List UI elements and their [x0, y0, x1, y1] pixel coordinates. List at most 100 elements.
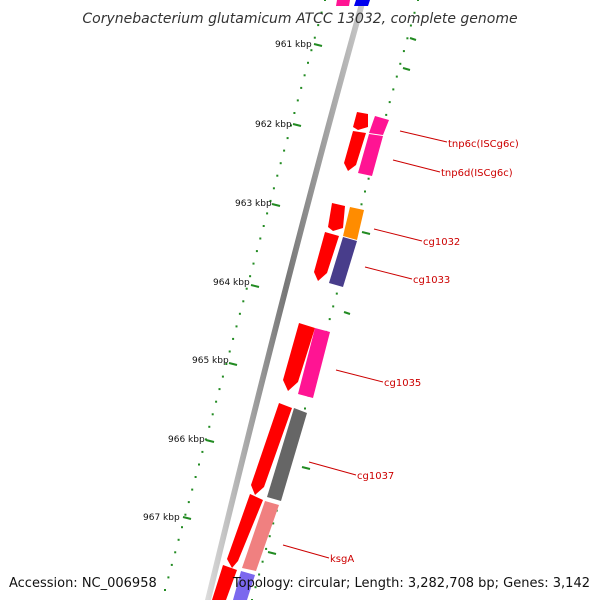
ruler-dot: [335, 292, 338, 295]
tick-mark-962: [292, 123, 302, 127]
ruler-dot: [201, 450, 204, 453]
cds-arrow[interactable]: [344, 131, 366, 171]
cds-arrow[interactable]: [353, 112, 368, 130]
feature-tnp-top[interactable]: [336, 0, 350, 6]
ruler-dot: [242, 300, 245, 303]
ruler-dot: [170, 563, 173, 566]
tick-mark-961: [313, 43, 323, 47]
ruler-dot: [406, 37, 409, 40]
ruler-dot: [328, 318, 331, 321]
feature-blue-top[interactable]: [354, 0, 370, 6]
ruler-dot: [402, 50, 405, 53]
feature-cg1035[interactable]: [298, 328, 330, 398]
ruler-dot: [208, 425, 211, 428]
tick-mark-right: [409, 37, 417, 41]
tick-mark-964: [250, 284, 260, 288]
genome-backbone: [205, 0, 366, 600]
gene-label-cg1032[interactable]: cg1032: [423, 237, 460, 248]
ruler-dot: [259, 237, 262, 240]
ruler-dot: [304, 407, 306, 410]
ruler-dot: [187, 501, 190, 504]
ruler-dot: [293, 112, 296, 114]
feature-tnp6d[interactable]: [358, 134, 383, 176]
ruler-dot: [265, 547, 268, 550]
ruler-dot: [174, 551, 177, 554]
tick-label-961: 961 kbp: [275, 40, 312, 50]
ruler-dot: [258, 573, 261, 576]
feature-violet-bottom[interactable]: [233, 571, 255, 600]
tick-mark-965: [228, 362, 238, 366]
topology-text: Topology: circular; Length: 3,282,708 bp…: [232, 576, 590, 591]
ruler-dot: [395, 75, 398, 78]
ruler-dot: [181, 526, 183, 529]
tick-label-964: 964 kbp: [213, 278, 250, 288]
cds-arrow[interactable]: [251, 403, 292, 495]
cds-arrow[interactable]: [328, 203, 345, 231]
ruler-dot: [215, 400, 218, 403]
tick-mark-963: [271, 203, 281, 207]
leader-line: [364, 266, 413, 280]
ruler-dot: [317, 24, 320, 27]
ruler-dot: [211, 413, 214, 416]
ruler-dot: [286, 137, 289, 140]
ruler-dot: [261, 560, 264, 563]
ruler-dot: [255, 250, 258, 253]
ruler-dot: [360, 203, 363, 206]
map-title: Corynebacterium glutamicum ATCC 13032, c…: [82, 11, 517, 27]
feature-ksgA[interactable]: [242, 501, 279, 571]
ruler-dot: [167, 576, 170, 579]
ruler-dot: [225, 363, 228, 365]
ruler-dot: [332, 305, 335, 308]
feature-cg1032[interactable]: [343, 207, 364, 240]
ruler-dot: [392, 88, 395, 91]
ruler-dot: [283, 149, 286, 152]
ruler-dot: [310, 49, 313, 52]
ruler-dot: [290, 124, 292, 127]
ruler-dot: [228, 350, 231, 353]
gene-label-ksgA[interactable]: ksgA: [330, 554, 354, 565]
ruler-dot: [367, 177, 370, 180]
ruler-dotted-left: [164, 0, 326, 591]
ruler-dot: [266, 212, 269, 215]
tick-label-967: 967 kbp: [143, 513, 180, 523]
feature-cg1037[interactable]: [267, 408, 307, 501]
gene-label-tnp6c[interactable]: tnp6c(ISCg6c): [448, 139, 519, 150]
ruler-dot: [303, 74, 306, 77]
tick-mark-966: [205, 439, 215, 443]
ruler-dot: [268, 535, 271, 538]
ruler-dot: [300, 86, 303, 89]
accession-text: Accession: NC_006958: [9, 576, 157, 591]
cds-arrow[interactable]: [212, 565, 237, 600]
ruler-dot: [417, 0, 419, 1]
tick-mark-967: [182, 516, 192, 520]
ruler-dot: [191, 488, 194, 491]
tick-mark-right: [361, 231, 371, 235]
ruler-dot: [313, 36, 316, 39]
gene-label-cg1035[interactable]: cg1035: [384, 378, 421, 389]
cds-arrow[interactable]: [283, 323, 315, 391]
ruler-dot: [324, 0, 326, 1]
ruler-dot: [262, 225, 265, 227]
feature-tnp6c[interactable]: [369, 116, 389, 135]
ruler-dot: [269, 199, 272, 202]
ruler-dot: [413, 11, 416, 14]
cds-arrow[interactable]: [227, 494, 263, 568]
leader-line: [373, 228, 423, 242]
tick-mark-right: [301, 466, 311, 470]
feature-cg1033[interactable]: [329, 237, 357, 287]
ruler-dot: [177, 538, 180, 541]
ruler-dot: [249, 275, 252, 278]
ruler-dot: [221, 375, 224, 378]
tick-mark-right: [267, 551, 277, 555]
ruler-dot: [388, 101, 391, 104]
gene-label-cg1033[interactable]: cg1033: [413, 275, 450, 286]
leader-line: [392, 159, 441, 173]
ruler-dot: [276, 174, 279, 177]
cds-arrow[interactable]: [314, 232, 339, 281]
ruler-dot: [364, 190, 366, 193]
gene-label-cg1037[interactable]: cg1037: [357, 471, 394, 482]
gene-label-tnp6d[interactable]: tnp6d(ISCg6c): [441, 168, 513, 179]
ruler-dot: [307, 61, 309, 64]
ruler-dot: [218, 388, 221, 391]
